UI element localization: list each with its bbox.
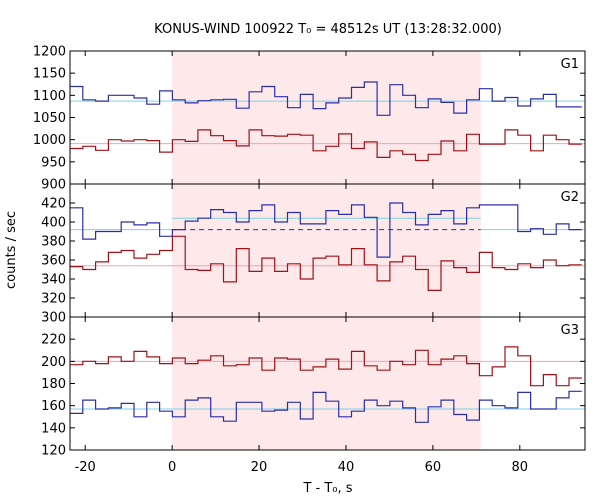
y-tick-label: 1150 [33,67,66,82]
y-tick-label: 1200 [33,45,66,60]
x-tick-label: -20 [75,460,96,475]
x-axis-label: T - T₀, s [302,481,352,496]
y-tick-label: 420 [41,197,66,212]
y-tick-label: 140 [41,421,66,436]
series-line-red [70,346,582,387]
chart-panels: 900 950 1000 1050 1100 1150 1200 G1 300 320 340 360… [33,45,586,459]
shaded-interval [172,184,481,317]
y-tick-label: 950 [41,155,66,170]
y-tick-label: 1000 [33,133,66,148]
panel-g1: 900 950 1000 1050 1100 1150 1200 G1 [33,45,586,193]
series-line-red [70,235,582,291]
y-tick-label: 320 [41,292,66,307]
y-tick-label: 380 [41,235,66,250]
x-tick-label: 20 [251,460,268,475]
series-line-red [70,129,582,162]
chart-title: KONUS-WIND 100922 T₀ = 48512s UT (13:28:… [154,22,502,37]
x-tick-label: 80 [512,460,529,475]
series-line-blue [70,390,582,423]
shaded-interval [172,51,481,184]
panel-label: G2 [561,190,579,205]
y-tick-label: 300 [41,311,66,326]
y-tick-label: 160 [41,399,66,414]
y-tick-label: 220 [41,333,66,348]
x-tick-label: 40 [338,460,355,475]
y-tick-label: 180 [41,377,66,392]
x-tick-label: 0 [168,460,176,475]
y-tick-label: 900 [41,178,66,193]
panel-g3: 120 140 160 180 200 220 G3 [41,316,586,459]
panel-label: G3 [561,323,579,338]
y-tick-label: 360 [41,254,66,269]
y-axis-label: counts / sec [4,211,19,289]
series-line-blue [70,81,582,116]
y-tick-label: 400 [41,216,66,231]
y-tick-label: 1100 [33,89,66,104]
panel-g2: 300 320 340 360 380 400 420 G2 [41,183,586,326]
y-tick-label: 1050 [33,111,66,126]
y-tick-label: 200 [41,355,66,370]
y-tick-label: 120 [41,444,66,459]
shaded-interval [172,317,481,450]
series-line-blue [70,202,582,258]
panel-label: G1 [561,57,579,72]
x-axis-ticks: -20 0 20 40 60 80 [75,460,528,475]
x-tick-label: 60 [425,460,442,475]
y-tick-label: 340 [41,273,66,288]
